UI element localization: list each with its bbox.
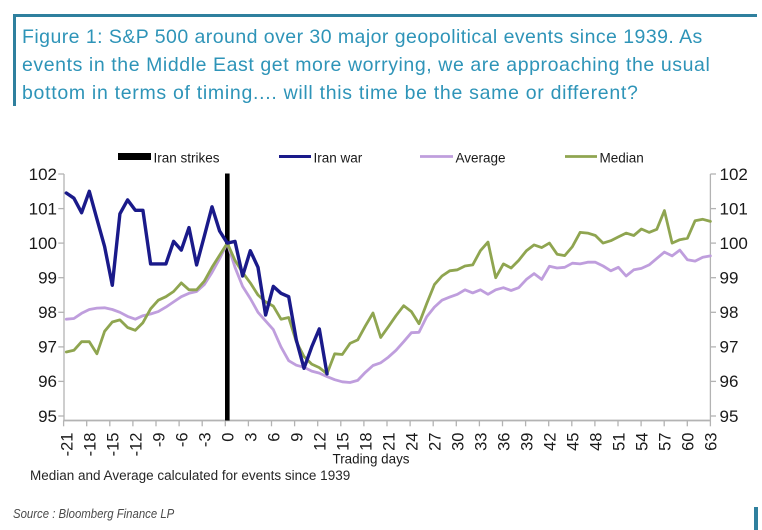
svg-text:42: 42 [541, 433, 559, 451]
svg-text:45: 45 [564, 433, 582, 451]
svg-text:-12: -12 [127, 433, 145, 457]
svg-text:24: 24 [403, 433, 421, 451]
svg-text:39: 39 [518, 433, 536, 451]
svg-text:95: 95 [38, 407, 57, 426]
svg-text:Median: Median [600, 151, 644, 166]
svg-text:95: 95 [720, 407, 739, 426]
svg-text:97: 97 [720, 338, 739, 357]
svg-text:98: 98 [38, 303, 57, 322]
svg-text:Average: Average [456, 151, 506, 166]
svg-text:Iran strikes: Iran strikes [154, 151, 220, 166]
svg-text:18: 18 [357, 433, 375, 451]
svg-text:96: 96 [720, 372, 739, 391]
svg-text:54: 54 [633, 433, 651, 451]
svg-text:12: 12 [311, 433, 329, 451]
svg-text:57: 57 [656, 433, 674, 451]
svg-text:15: 15 [334, 433, 352, 451]
svg-text:-18: -18 [81, 433, 99, 457]
svg-text:51: 51 [610, 433, 628, 451]
svg-text:-6: -6 [173, 433, 191, 448]
svg-text:102: 102 [29, 165, 57, 184]
svg-text:27: 27 [426, 433, 444, 451]
svg-text:-15: -15 [104, 433, 122, 457]
svg-text:101: 101 [720, 199, 748, 218]
svg-text:6: 6 [265, 433, 283, 442]
svg-text:30: 30 [449, 433, 467, 451]
svg-text:101: 101 [29, 199, 57, 218]
svg-text:9: 9 [288, 433, 306, 442]
svg-text:48: 48 [587, 433, 605, 451]
svg-text:Iran war: Iran war [314, 151, 363, 166]
svg-text:102: 102 [720, 165, 748, 184]
svg-text:Trading days: Trading days [333, 451, 410, 467]
svg-text:60: 60 [679, 433, 697, 451]
svg-text:97: 97 [38, 338, 57, 357]
svg-text:100: 100 [29, 234, 57, 253]
svg-text:-9: -9 [150, 433, 168, 448]
svg-text:0: 0 [219, 433, 237, 442]
svg-text:-21: -21 [58, 433, 76, 457]
svg-text:36: 36 [495, 433, 513, 451]
svg-text:96: 96 [38, 372, 57, 391]
svg-text:3: 3 [242, 433, 260, 442]
svg-text:100: 100 [720, 234, 748, 253]
svg-text:98: 98 [720, 303, 739, 322]
svg-text:63: 63 [702, 433, 720, 451]
svg-text:99: 99 [38, 269, 57, 288]
svg-text:21: 21 [380, 433, 398, 451]
svg-text:99: 99 [720, 269, 739, 288]
svg-text:33: 33 [472, 433, 490, 451]
svg-text:-3: -3 [196, 433, 214, 448]
